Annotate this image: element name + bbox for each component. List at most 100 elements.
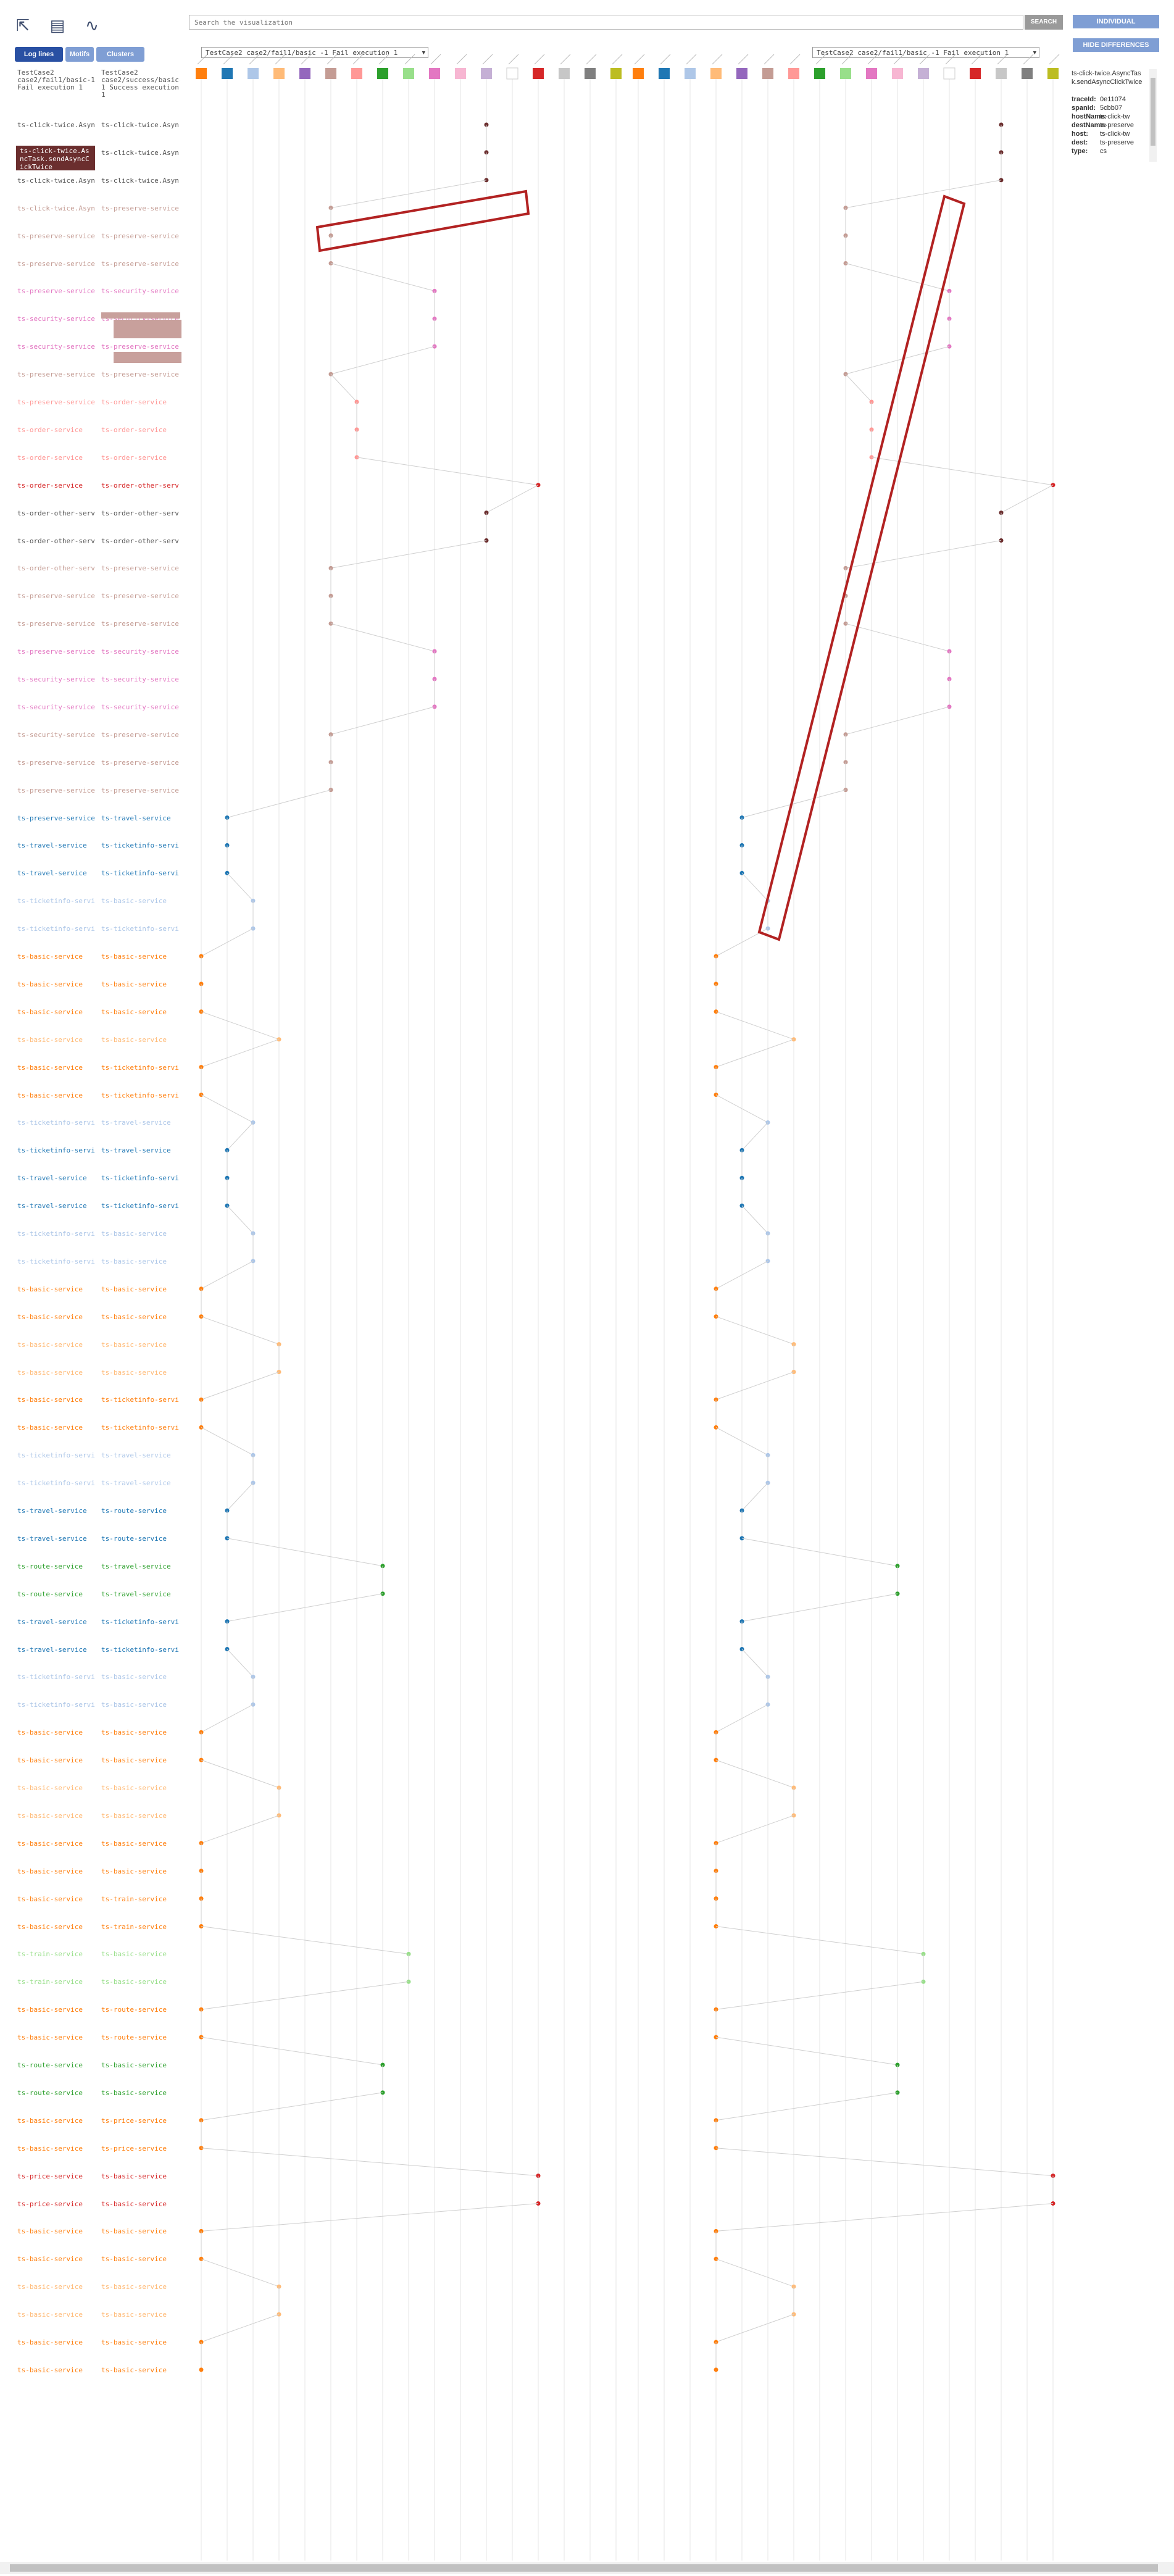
log-line-right[interactable]: ts-click-twice.AsyncTask	[101, 121, 179, 129]
log-line-left[interactable]: ts-basic-service	[17, 1063, 83, 1072]
log-line-left[interactable]: ts-click-twice.AsyncTask	[17, 176, 95, 185]
log-line-right[interactable]: ts-route-service	[101, 2006, 167, 2014]
log-line-right[interactable]: ts-ticketinfo-service	[101, 1063, 179, 1072]
log-line-left[interactable]: ts-basic-service	[17, 1285, 83, 1293]
graph-icon[interactable]: ∿	[85, 16, 99, 35]
log-line-left[interactable]: ts-ticketinfo-service	[17, 1479, 95, 1488]
log-line-right[interactable]: ts-travel-service	[101, 1562, 171, 1570]
log-line-right[interactable]: ts-preserve-service	[101, 370, 179, 379]
log-line-left[interactable]: ts-ticketinfo-service	[17, 1257, 95, 1265]
log-line-right[interactable]: ts-price-service	[101, 2116, 167, 2125]
tab-clusters[interactable]: Clusters	[96, 47, 144, 62]
log-line-left[interactable]: ts-basic-service	[17, 1035, 83, 1044]
log-line-left[interactable]: ts-train-service	[17, 1950, 83, 1959]
log-line-right[interactable]: ts-preserve-service	[101, 592, 179, 601]
log-line-right[interactable]: ts-travel-service	[101, 1119, 171, 1127]
log-line-left[interactable]: ts-basic-service	[17, 1784, 83, 1792]
log-line-left[interactable]: ts-security-service	[17, 343, 95, 351]
log-line-right[interactable]: ts-basic-service	[101, 1756, 167, 1765]
individual-button[interactable]: INDIVIDUAL	[1073, 15, 1159, 28]
log-line-left[interactable]: ts-order-other-service	[17, 536, 95, 545]
log-line-left[interactable]: ts-basic-service	[17, 1368, 83, 1377]
log-line-left[interactable]: ts-ticketinfo-service	[17, 1451, 95, 1460]
log-line-left[interactable]: ts-route-service	[17, 2061, 83, 2069]
log-line-right[interactable]: ts-travel-service	[101, 1146, 171, 1155]
log-line-right[interactable]: ts-basic-service	[101, 1811, 167, 1820]
search-input[interactable]	[189, 15, 1023, 30]
log-line-right[interactable]: ts-ticketinfo-service	[101, 869, 179, 878]
log-line-left[interactable]: ts-travel-service	[17, 841, 87, 850]
log-line-left[interactable]: ts-basic-service	[17, 2338, 83, 2346]
log-line-right[interactable]: ts-ticketinfo-service	[101, 1091, 179, 1099]
log-line-right[interactable]: ts-security-service	[101, 702, 179, 711]
log-line-right[interactable]: ts-preserve-service	[101, 786, 179, 794]
log-line-right[interactable]: ts-basic-service	[101, 1035, 167, 1044]
log-line-right[interactable]: ts-basic-service	[101, 1340, 167, 1349]
log-line-right[interactable]: ts-basic-service	[101, 2199, 167, 2208]
horizontal-scrollbar[interactable]	[0, 2562, 1174, 2574]
log-line-left[interactable]: ts-basic-service	[17, 2006, 83, 2014]
pointer-icon[interactable]: ⇱	[16, 16, 30, 35]
log-line-right[interactable]: ts-basic-service	[101, 2255, 167, 2264]
log-line-right[interactable]: ts-ticketinfo-service	[101, 925, 179, 933]
log-line-left[interactable]: ts-travel-service	[17, 1645, 87, 1654]
log-line-left[interactable]: ts-preserve-service	[17, 370, 95, 379]
log-line-right[interactable]: ts-preserve-service	[101, 231, 179, 240]
log-line-left[interactable]: ts-ticketinfo-service	[17, 1230, 95, 1238]
log-line-left[interactable]: ts-basic-service	[17, 1728, 83, 1737]
log-line-right[interactable]: ts-click-twice.AsyncTask	[101, 148, 179, 157]
log-line-left[interactable]: ts-security-service	[17, 730, 95, 739]
log-line-left[interactable]: ts-basic-service	[17, 1312, 83, 1321]
log-line-left[interactable]: ts-route-service	[17, 1590, 83, 1598]
log-line-left[interactable]: ts-travel-service	[17, 1174, 87, 1183]
log-line-left[interactable]: ts-travel-service	[17, 1617, 87, 1626]
log-line-right[interactable]: ts-basic-service	[101, 2311, 167, 2319]
log-line-right[interactable]: ts-basic-service	[101, 1728, 167, 1737]
log-line-right[interactable]: ts-order-service	[101, 453, 167, 462]
log-line-right[interactable]: ts-basic-service	[101, 1950, 167, 1959]
hide-differences-button[interactable]: HIDE DIFFERENCES	[1073, 38, 1159, 52]
log-line-right[interactable]: ts-basic-service	[101, 2061, 167, 2069]
log-line-right[interactable]: ts-basic-service	[101, 980, 167, 988]
log-line-right[interactable]: ts-basic-service	[101, 1839, 167, 1848]
log-line-right[interactable]: ts-preserve-service	[101, 730, 179, 739]
log-line-right[interactable]: ts-basic-service	[101, 1230, 167, 1238]
log-line-left[interactable]: ts-basic-service	[17, 2033, 83, 2042]
log-line-right[interactable]: ts-travel-service	[101, 814, 171, 822]
log-line-right[interactable]: ts-order-other-service	[101, 481, 179, 490]
scrollbar-thumb[interactable]	[1151, 78, 1155, 146]
log-line-right[interactable]: ts-preserve-service	[101, 259, 179, 268]
log-line-left[interactable]: ts-preserve-service	[17, 620, 95, 628]
log-line-right[interactable]: ts-security-service	[101, 287, 179, 296]
log-line-left[interactable]: ts-ticketinfo-service	[17, 897, 95, 906]
log-line-left[interactable]: ts-basic-service	[17, 1922, 83, 1931]
log-line-left[interactable]: ts-security-service	[17, 315, 95, 323]
log-line-left[interactable]: ts-basic-service	[17, 1423, 83, 1432]
log-line-right[interactable]: ts-basic-service	[101, 1978, 167, 1986]
log-line-left[interactable]: ts-order-service	[17, 425, 83, 434]
right-trace-select[interactable]: TestCase2 case2/fail1/basic -1 Fail exec…	[812, 47, 1039, 58]
log-line-right[interactable]: ts-preserve-service	[101, 620, 179, 628]
log-line-left[interactable]: ts-order-other-service	[17, 509, 95, 517]
scrollbar-thumb[interactable]	[10, 2564, 1158, 2572]
log-line-left[interactable]: ts-ticketinfo-service	[17, 925, 95, 933]
log-line-right[interactable]: ts-ticketinfo-service	[101, 841, 179, 850]
log-line-right[interactable]: ts-travel-service	[101, 1479, 171, 1488]
log-line-right[interactable]: ts-basic-service	[101, 1312, 167, 1321]
log-line-left[interactable]: ts-preserve-service	[17, 786, 95, 794]
log-line-right[interactable]: ts-basic-service	[101, 1701, 167, 1709]
log-line-left[interactable]: ts-basic-service	[17, 2283, 83, 2291]
log-line-right[interactable]: ts-basic-service	[101, 1285, 167, 1293]
log-line-left[interactable]: ts-basic-service	[17, 2144, 83, 2153]
log-line-left[interactable]: ts-preserve-service	[17, 287, 95, 296]
log-line-left[interactable]: ts-train-service	[17, 1978, 83, 1986]
log-line-right[interactable]: ts-security-service	[101, 648, 179, 656]
detail-scrollbar[interactable]	[1149, 69, 1157, 162]
log-line-left[interactable]: ts-click-twice.AsyncTask	[17, 204, 95, 212]
log-line-right[interactable]: ts-preserve-service	[101, 758, 179, 767]
log-line-right[interactable]: ts-basic-service	[101, 897, 167, 906]
log-line-right[interactable]: ts-preserve-service	[101, 204, 179, 212]
log-line-left[interactable]: ts-basic-service	[17, 980, 83, 988]
log-line-left[interactable]: ts-route-service	[17, 2088, 83, 2097]
selected-log-highlight[interactable]	[16, 146, 95, 170]
